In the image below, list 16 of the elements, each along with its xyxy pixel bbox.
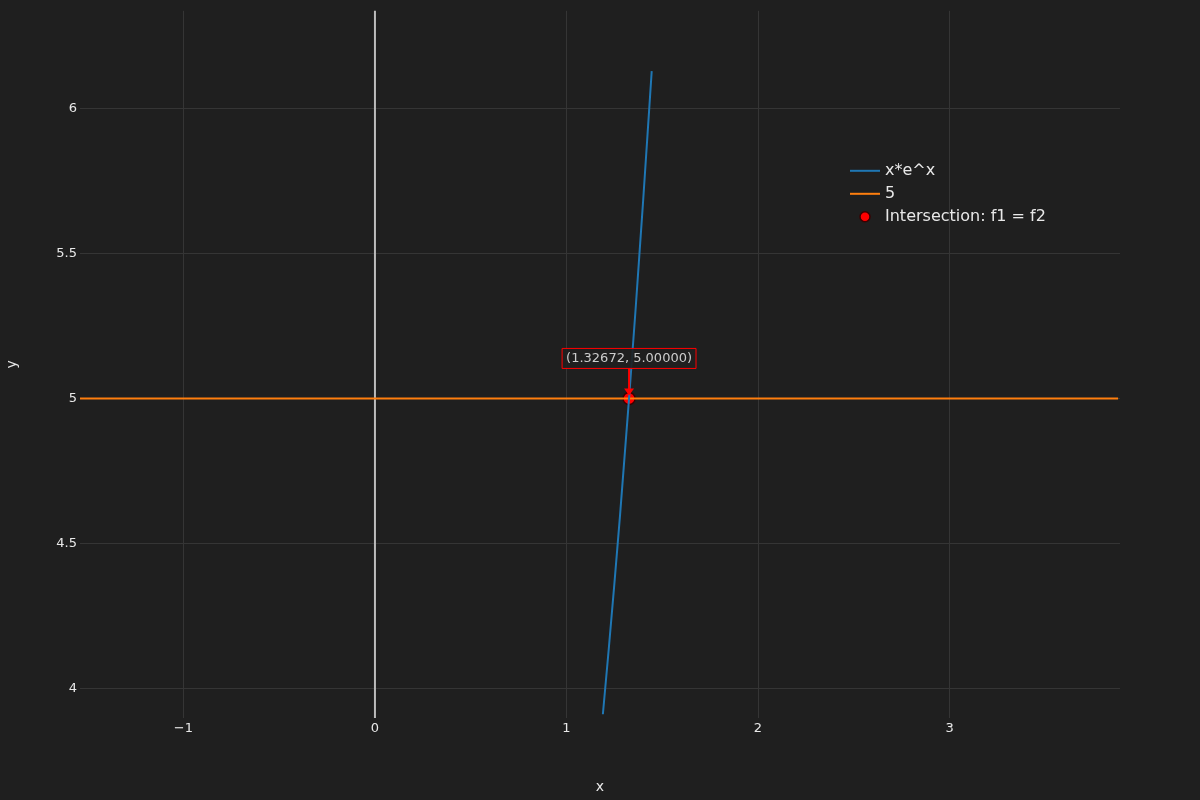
x-axis-title: x	[595, 778, 605, 795]
y-tick-label: 4.5	[56, 534, 77, 550]
annotation: (1.32672, 5.00000)	[566, 349, 693, 365]
y-tick-label: 5.5	[56, 244, 77, 260]
y-tick-label: 4	[68, 679, 77, 695]
x-tick-label: 3	[945, 720, 954, 736]
x-tick-label: −1	[173, 720, 194, 736]
y-tick-label: 6	[68, 100, 77, 116]
x-tick-label: 1	[562, 720, 571, 736]
y-axis-title: y	[3, 360, 20, 369]
x-tick-label: 0	[370, 720, 380, 736]
x-tick-label: 2	[753, 720, 763, 736]
legend-label: 5	[885, 182, 896, 202]
legend-label: Intersection: f1 = f2	[885, 205, 1046, 225]
y-tick-label: 5	[68, 389, 77, 405]
legend-label: x*e^x	[885, 159, 936, 179]
